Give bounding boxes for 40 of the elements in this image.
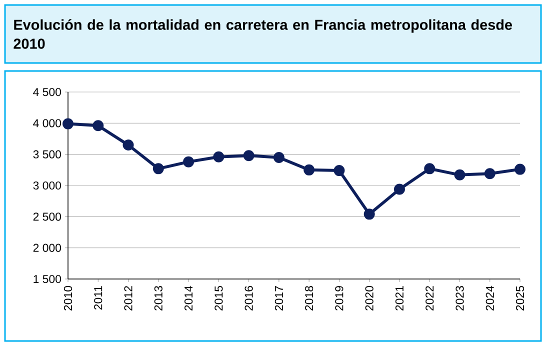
point xyxy=(424,163,436,174)
x-tick-label: 2013 xyxy=(154,286,162,310)
x-tick-label: 2011 xyxy=(94,286,102,310)
point xyxy=(273,152,284,163)
x-tick-label: 2017 xyxy=(274,286,283,310)
y-tick-label: 3 500 xyxy=(33,150,62,158)
x-tick-label: 2019 xyxy=(335,286,344,310)
y-tick-label: 4 000 xyxy=(33,119,62,128)
y-tick-label: 2 500 xyxy=(33,212,62,221)
point xyxy=(183,156,194,168)
x-tick-label: 2010 xyxy=(64,286,72,310)
point xyxy=(394,184,405,195)
point xyxy=(364,208,375,220)
point xyxy=(152,163,164,174)
x-tick-label: 2024 xyxy=(486,286,494,310)
x-tick-label: 2021 xyxy=(395,286,404,310)
x-tick-label: 2016 xyxy=(244,286,253,310)
y-tick-label: 2 000 xyxy=(33,244,62,252)
y-tick-label: 4 500 xyxy=(33,88,62,96)
point xyxy=(213,151,224,162)
point xyxy=(334,165,345,176)
point xyxy=(454,169,466,180)
point xyxy=(304,164,315,176)
point xyxy=(243,150,254,162)
y-tick-label: 3 000 xyxy=(33,181,62,190)
point xyxy=(92,120,104,132)
y-tick-label: 1 500 xyxy=(34,274,62,284)
x-tick-label: 2015 xyxy=(214,286,223,310)
point xyxy=(122,139,134,150)
point xyxy=(514,164,526,175)
point xyxy=(62,118,74,130)
x-tick-label: 2025 xyxy=(516,286,524,310)
x-tick-label: 2020 xyxy=(365,286,374,310)
x-tick-label: 2014 xyxy=(184,286,193,310)
point xyxy=(484,168,496,180)
x-tick-label: 2018 xyxy=(305,286,314,310)
x-tick-label: 2023 xyxy=(456,286,464,310)
chart-title: Evolución de la mortalidad en carretera en Francia metropolitana desde 2010 xyxy=(14,19,512,49)
x-tick-label: 2012 xyxy=(124,286,132,310)
x-tick-label: 2022 xyxy=(426,286,434,310)
